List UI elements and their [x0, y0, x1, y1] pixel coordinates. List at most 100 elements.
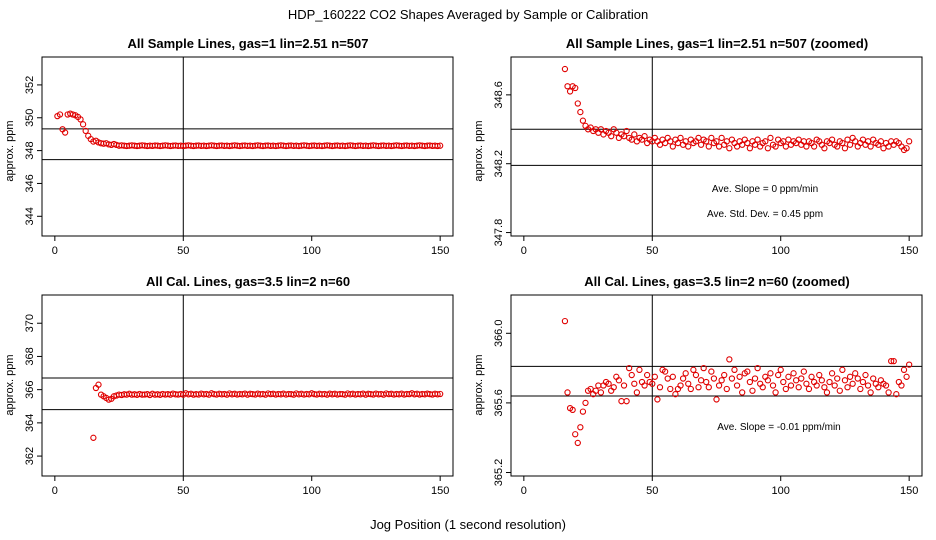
data-point	[90, 434, 97, 441]
data-point	[641, 382, 648, 389]
data-point	[661, 368, 669, 375]
y-tick-label: 352	[24, 76, 36, 94]
y-axis-label: approx. ppm	[4, 120, 16, 181]
data-point	[749, 387, 756, 394]
x-tick-label: 0	[521, 245, 527, 257]
y-tick-label: 364	[24, 414, 36, 432]
data-point	[595, 382, 602, 389]
data-point	[867, 389, 874, 396]
data-point	[79, 121, 87, 128]
data-point	[875, 384, 882, 391]
y-axis-label: approx. ppm	[4, 354, 16, 415]
data-point	[744, 368, 751, 375]
data-point	[56, 111, 64, 118]
data-point	[697, 377, 705, 384]
data-point	[679, 375, 687, 382]
x-tick-label: 50	[177, 245, 189, 257]
data-point	[867, 143, 874, 150]
data-point	[672, 391, 679, 398]
data-point	[834, 143, 841, 150]
data-point	[841, 377, 849, 384]
panel-sample-lines: All Sample Lines, gas=1 lin=2.51 n=507 a…	[4, 36, 454, 257]
data-point	[803, 143, 810, 150]
data-point	[890, 357, 897, 365]
y-tick-label: 365.2	[493, 459, 505, 487]
panel-cal-lines-zoomed: All Cal. Lines, gas=3.5 lin=2 n=60 (zoom…	[473, 274, 923, 497]
data-point	[764, 145, 772, 152]
data-point	[900, 366, 908, 373]
data-point	[844, 136, 851, 143]
data-point	[726, 145, 733, 152]
data-point	[846, 373, 854, 380]
y-tick-label: 370	[24, 314, 36, 332]
y-tick-label: 348.2	[493, 150, 505, 178]
data-point	[762, 138, 769, 145]
x-tick-label: 50	[646, 485, 658, 497]
y-axis-label: approx. ppm	[473, 354, 485, 415]
data-point	[579, 117, 587, 124]
data-point	[656, 384, 664, 391]
data-point	[685, 380, 692, 387]
data-point	[437, 390, 444, 398]
data-point	[437, 142, 444, 149]
annotation-std-dev: Ave. Std. Dev. = 0.45 ppm	[707, 209, 823, 220]
x-tick-label: 0	[521, 485, 527, 497]
data-point	[623, 127, 630, 135]
figure-suptitle: HDP_160222 CO2 Shapes Averaged by Sample…	[288, 7, 648, 22]
plot-marks: 0 50 100 150 365.2 365.6 366.0	[493, 294, 923, 497]
data-point	[834, 375, 841, 382]
data-point	[785, 373, 792, 380]
figure-xlabel: Jog Position (1 second resolution)	[370, 517, 566, 532]
data-point	[631, 131, 638, 138]
x-tick-label: 150	[431, 485, 449, 497]
data-point	[434, 391, 441, 398]
data-point	[862, 371, 869, 379]
data-point	[564, 83, 571, 90]
data-point	[654, 396, 661, 403]
data-point	[574, 100, 581, 107]
data-point	[677, 134, 684, 142]
data-point	[841, 145, 849, 152]
y-tick-label: 366.0	[493, 320, 505, 348]
data-point	[561, 317, 569, 325]
data-point	[623, 398, 630, 405]
data-point	[808, 373, 815, 380]
data-point	[803, 380, 810, 387]
data-point	[849, 380, 856, 387]
data-point	[826, 378, 833, 386]
y-axis-label: approx. ppm	[473, 120, 485, 181]
data-point	[615, 377, 623, 384]
annotation-slope: Ave. Slope = -0.01 ppm/min	[717, 422, 841, 433]
data-point	[700, 364, 707, 372]
data-point	[751, 375, 759, 382]
data-point	[870, 375, 877, 382]
data-point	[579, 408, 587, 415]
data-point	[800, 368, 807, 375]
data-point	[61, 129, 69, 136]
data-point	[715, 382, 723, 389]
data-point	[561, 65, 569, 73]
data-point	[733, 382, 741, 389]
data-point	[754, 364, 761, 372]
data-point	[608, 133, 615, 140]
data-point	[728, 375, 736, 382]
panel-title: All Sample Lines, gas=1 lin=2.51 n=507	[128, 36, 369, 51]
data-point	[785, 136, 792, 143]
y-tick-label: 348	[24, 141, 36, 159]
data-point	[813, 382, 820, 389]
data-point	[721, 371, 728, 379]
plot-frame	[510, 56, 923, 237]
data-point	[764, 377, 772, 384]
data-point	[695, 384, 702, 391]
data-point	[705, 143, 712, 150]
data-point	[574, 439, 581, 447]
data-point	[839, 139, 846, 147]
data-point	[882, 382, 890, 389]
data-point	[618, 398, 625, 405]
data-point	[746, 378, 754, 386]
annotation-slope: Ave. Slope = 0 ppm/min	[712, 184, 818, 195]
data-point	[682, 370, 689, 377]
panel-cal-lines: All Cal. Lines, gas=3.5 lin=2 n=60 appro…	[4, 274, 454, 497]
data-point	[787, 382, 795, 389]
